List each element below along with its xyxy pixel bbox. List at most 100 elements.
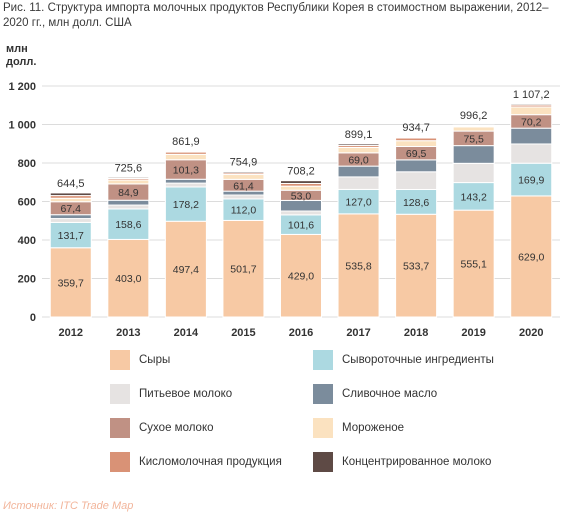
legend-swatch bbox=[110, 350, 130, 370]
bar-segment bbox=[49, 218, 92, 223]
data-labels: 359,7 131,7 67,4 644,5 403,0 158,6 84,9 725,6 49… bbox=[57, 89, 550, 290]
data-label: 75,5 bbox=[463, 133, 484, 145]
data-label: 533,7 bbox=[403, 261, 429, 273]
x-tick-label: 2020 bbox=[519, 327, 543, 339]
bar-segment bbox=[452, 182, 495, 211]
legend-swatch bbox=[110, 452, 130, 472]
bar-segment bbox=[395, 213, 438, 318]
bar-segment bbox=[107, 199, 150, 206]
data-label: 497,4 bbox=[173, 264, 199, 276]
data-label: 127,0 bbox=[345, 197, 371, 209]
data-label: 359,7 bbox=[58, 277, 84, 289]
bar-segment bbox=[452, 162, 495, 184]
bar-segment bbox=[164, 150, 207, 153]
bar-segment bbox=[222, 174, 265, 180]
y-tick-label: 1 000 bbox=[8, 120, 36, 132]
data-label: 69,5 bbox=[406, 148, 427, 160]
bar-segment bbox=[452, 124, 495, 127]
data-label: 131,7 bbox=[58, 230, 84, 242]
bar-segment bbox=[280, 233, 322, 318]
legend-item: Кисломолочная продукция bbox=[110, 452, 282, 472]
data-label: 535,8 bbox=[345, 260, 371, 272]
legend-label: Сывороточные ингредиенты bbox=[342, 354, 494, 366]
bar-segment bbox=[49, 214, 92, 220]
x-tick-label: 2012 bbox=[59, 327, 83, 339]
stacked-bar-chart: 359,7 131,7 67,4 644,5 403,0 158,6 84,9 725,6 49… bbox=[6, 43, 560, 339]
data-label: 61,4 bbox=[233, 180, 254, 192]
legend-label: Сливочное масло bbox=[342, 388, 438, 400]
legend-item: Питьевое молоко bbox=[110, 384, 232, 404]
data-label: 101,3 bbox=[173, 164, 199, 176]
bar-segment bbox=[452, 126, 495, 132]
bar-segment bbox=[49, 192, 92, 197]
y-axis-title-line: млн bbox=[6, 43, 28, 55]
x-tick-label: 2018 bbox=[404, 327, 428, 339]
y-axis-title: млн долл. bbox=[6, 43, 36, 68]
data-label: 178,2 bbox=[173, 199, 199, 211]
bar-segment bbox=[222, 171, 265, 174]
total-label: 934,7 bbox=[402, 122, 430, 134]
bar-segment bbox=[510, 127, 553, 145]
data-label: 84,9 bbox=[118, 187, 139, 199]
x-tick-label: 2019 bbox=[461, 327, 485, 339]
total-label: 754,9 bbox=[230, 157, 258, 169]
legend-item: Концентрированное молоко bbox=[313, 452, 491, 472]
data-label: 169,9 bbox=[518, 175, 544, 187]
data-label: 101,6 bbox=[288, 220, 314, 232]
bar-segment bbox=[337, 146, 380, 154]
bar-segment bbox=[49, 221, 92, 249]
bar-segment bbox=[452, 209, 495, 318]
y-tick-label: 0 bbox=[30, 312, 36, 324]
bar-segment bbox=[337, 143, 380, 147]
legend-item: Сливочное масло bbox=[313, 384, 437, 404]
bar-segment bbox=[510, 106, 553, 116]
data-label: 128,6 bbox=[403, 197, 429, 209]
legend-swatch bbox=[313, 418, 333, 438]
bar-segment bbox=[107, 179, 150, 185]
bar-segment bbox=[337, 176, 380, 190]
bar-segment bbox=[107, 238, 150, 318]
legend-label: Концентрированное молоко bbox=[342, 456, 492, 468]
bar-segment bbox=[337, 165, 380, 178]
y-tick-label: 600 bbox=[18, 197, 36, 209]
bar-segment bbox=[164, 178, 207, 184]
legend-label: Сухое молоко bbox=[139, 422, 214, 434]
bar-segment bbox=[395, 159, 438, 173]
bar-segment bbox=[222, 194, 265, 200]
bars bbox=[49, 103, 553, 318]
x-tick-label: 2017 bbox=[346, 327, 370, 339]
legend-swatch bbox=[313, 384, 333, 404]
legend-label: Мороженое bbox=[342, 422, 404, 434]
x-tick-label: 2013 bbox=[116, 327, 140, 339]
bar-segment bbox=[164, 186, 207, 222]
bar-segment bbox=[510, 103, 553, 106]
bar-segment bbox=[395, 136, 438, 139]
y-tick-label: 1 200 bbox=[8, 81, 36, 93]
total-label: 996,2 bbox=[460, 110, 488, 122]
legend-label: Сыры bbox=[139, 354, 171, 366]
data-label: 112,0 bbox=[231, 205, 257, 217]
data-label: 555,1 bbox=[461, 259, 487, 271]
bar-segment bbox=[107, 204, 150, 210]
x-tick-label: 2015 bbox=[231, 327, 255, 339]
total-label: 725,6 bbox=[115, 162, 143, 174]
bar-segment bbox=[510, 162, 553, 197]
data-label: 143,2 bbox=[461, 191, 487, 203]
bar-segment bbox=[164, 153, 207, 161]
data-label: 70,2 bbox=[521, 116, 542, 128]
bar-segment bbox=[164, 220, 207, 318]
bar-segment bbox=[337, 188, 380, 215]
data-label: 429,0 bbox=[288, 271, 314, 283]
y-tick-label: 200 bbox=[18, 274, 36, 286]
x-tick-label: 2014 bbox=[174, 327, 199, 339]
bar-segment bbox=[49, 247, 92, 318]
data-label: 501,7 bbox=[230, 264, 256, 276]
x-tick-label: 2016 bbox=[289, 327, 313, 339]
y-tick-label: 800 bbox=[18, 158, 36, 170]
bar-segment bbox=[164, 182, 207, 188]
legend-label: Кисломолочная продукция bbox=[139, 456, 282, 468]
total-label: 899,1 bbox=[345, 129, 373, 141]
total-label: 708,2 bbox=[287, 166, 315, 178]
legend-item: Мороженое bbox=[313, 418, 404, 438]
total-label: 644,5 bbox=[57, 178, 85, 190]
